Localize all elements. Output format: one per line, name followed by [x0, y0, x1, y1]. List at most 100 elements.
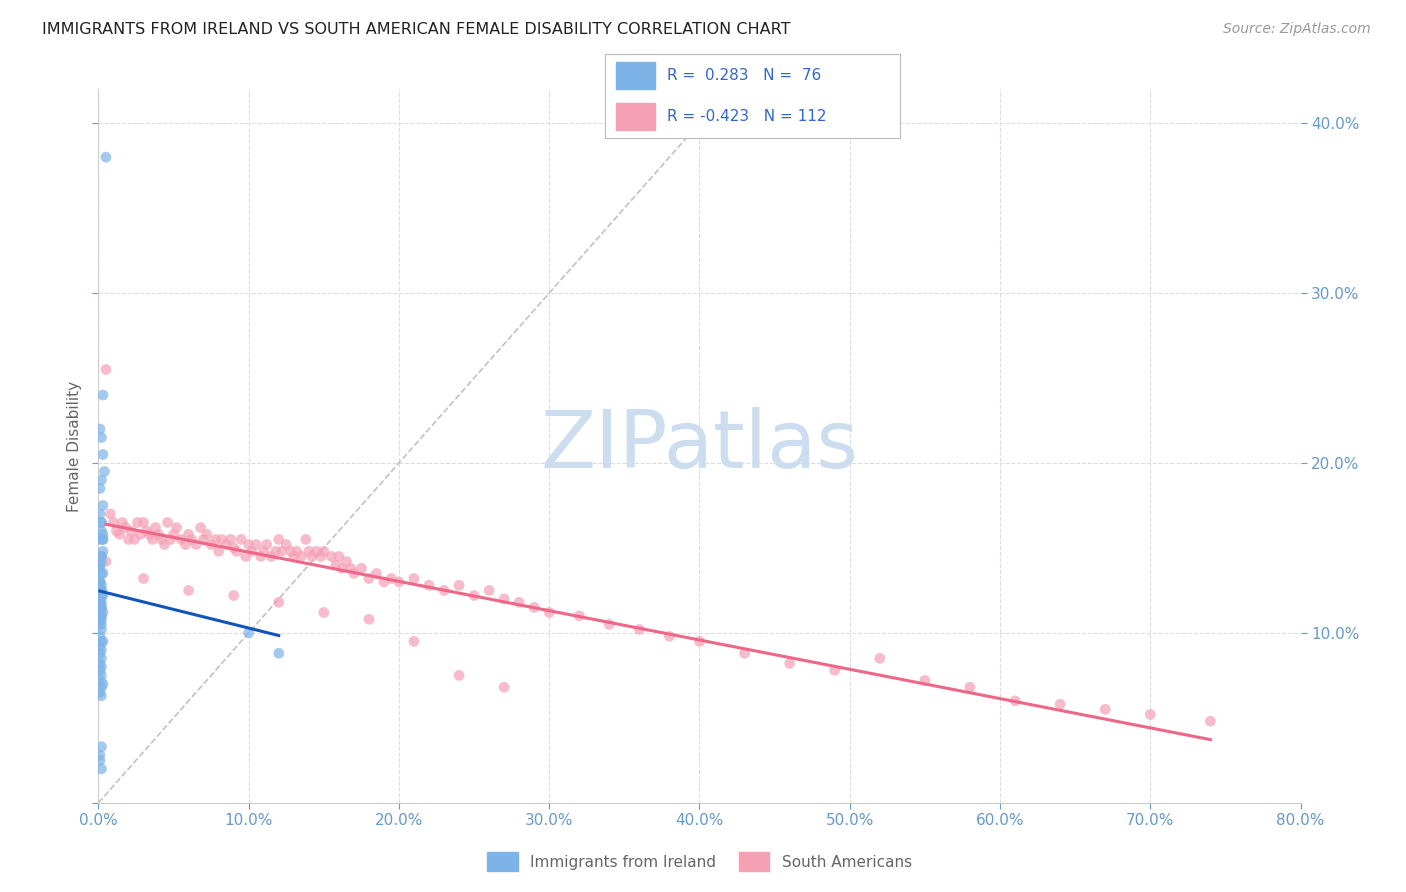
Point [89, 482, 111, 496]
Point [90, 555, 112, 569]
Point [90, 762, 112, 776]
Point [478, 583, 501, 598]
Point [658, 629, 681, 643]
Point [343, 566, 366, 581]
Point [89, 608, 111, 623]
Point [135, 524, 157, 538]
Point [90, 660, 112, 674]
Point [494, 680, 516, 694]
Point [298, 544, 321, 558]
Point [108, 527, 131, 541]
Point [494, 591, 516, 606]
Point [240, 544, 263, 558]
Point [89, 591, 111, 606]
Point [89, 657, 111, 671]
Point [335, 555, 357, 569]
Point [357, 572, 380, 586]
Point [90, 689, 112, 703]
Point [89, 748, 111, 763]
Legend: Immigrants from Ireland, South Americans: Immigrants from Ireland, South Americans [481, 847, 918, 877]
Point [267, 533, 290, 547]
Point [91, 566, 114, 581]
Point [447, 668, 470, 682]
Point [90, 600, 112, 615]
Point [568, 608, 591, 623]
Point [89, 589, 111, 603]
Point [235, 549, 257, 564]
Point [114, 520, 136, 534]
Bar [616, 62, 655, 89]
Point [91, 527, 114, 541]
Point [824, 663, 846, 677]
Point [91, 533, 114, 547]
Point [121, 524, 143, 538]
Point [89, 606, 111, 620]
Point [145, 520, 167, 534]
Point [159, 533, 181, 547]
Point [89, 753, 111, 767]
Point [103, 516, 125, 530]
Point [463, 589, 485, 603]
Point [89, 612, 111, 626]
Point [90, 600, 112, 615]
Point [89, 595, 111, 609]
Point [91, 606, 114, 620]
Point [138, 527, 160, 541]
Point [523, 600, 546, 615]
Point [89, 600, 111, 615]
Point [91, 448, 114, 462]
Point [89, 685, 111, 699]
Point [190, 520, 212, 534]
Point [141, 533, 163, 547]
Point [91, 388, 114, 402]
Point [89, 574, 111, 589]
Point [402, 634, 425, 648]
Point [90, 578, 112, 592]
Point [418, 578, 440, 592]
Point [90, 549, 112, 564]
Text: R = -0.423   N = 112: R = -0.423 N = 112 [666, 109, 827, 124]
Point [180, 533, 202, 547]
Point [283, 549, 305, 564]
Point [89, 606, 111, 620]
Point [177, 527, 200, 541]
Point [89, 595, 111, 609]
Point [91, 589, 114, 603]
Point [200, 537, 222, 551]
Point [90, 668, 112, 682]
Point [90, 524, 112, 538]
Point [90, 595, 112, 609]
Point [373, 574, 395, 589]
Point [90, 634, 112, 648]
Point [105, 524, 128, 538]
Point [117, 533, 139, 547]
Point [447, 578, 470, 592]
Point [166, 520, 188, 534]
Point [734, 646, 756, 660]
Point [1094, 702, 1116, 716]
Point [89, 646, 111, 660]
Point [285, 544, 308, 558]
Point [184, 537, 207, 551]
Point [89, 558, 111, 572]
Point [301, 549, 323, 564]
Point [208, 544, 231, 558]
Point [150, 533, 173, 547]
Point [89, 663, 111, 677]
Point [90, 516, 112, 530]
Point [260, 549, 283, 564]
Point [388, 574, 411, 589]
Point [91, 544, 114, 558]
Point [267, 595, 290, 609]
Text: IMMIGRANTS FROM IRELAND VS SOUTH AMERICAN FEMALE DISABILITY CORRELATION CHART: IMMIGRANTS FROM IRELAND VS SOUTH AMERICA… [42, 22, 790, 37]
Point [267, 646, 290, 660]
Point [89, 561, 111, 575]
Point [1199, 714, 1222, 729]
Point [1139, 707, 1161, 722]
Point [330, 561, 353, 575]
Point [162, 527, 184, 541]
Point [321, 549, 343, 564]
Point [628, 623, 651, 637]
Bar [616, 103, 655, 130]
Point [238, 626, 260, 640]
